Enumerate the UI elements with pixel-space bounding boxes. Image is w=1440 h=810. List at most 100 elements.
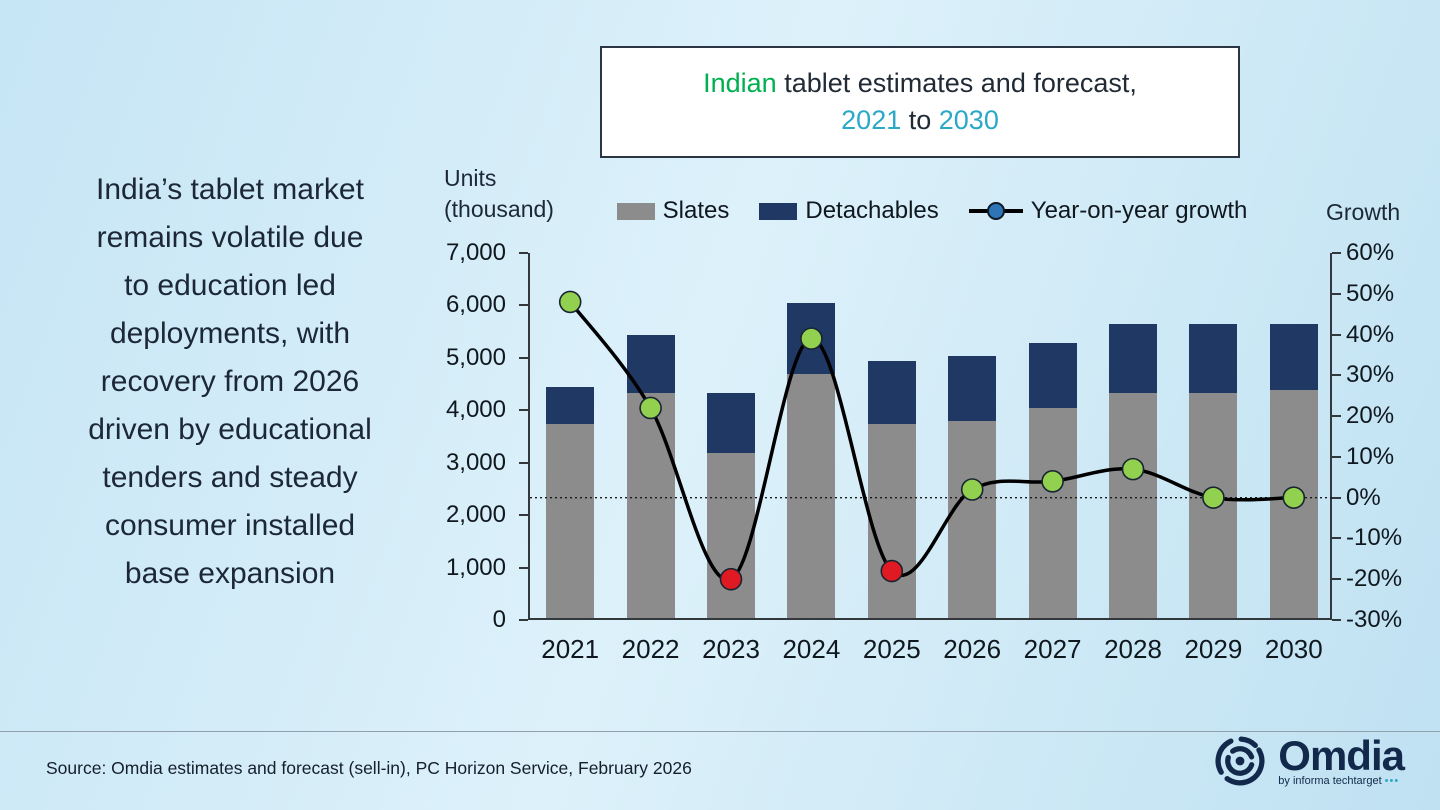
legend-label-detachables: Detachables xyxy=(805,197,939,224)
legend-item-growth: Year-on-year growth xyxy=(968,197,1248,225)
growth-line-layer xyxy=(530,290,1334,591)
omdia-logo: Omdia by informa techtarget ••• xyxy=(1212,732,1405,789)
right-axis-tick-label: -30% xyxy=(1346,606,1403,633)
omdia-logo-tagline: by informa techtarget ••• xyxy=(1278,775,1404,787)
right-axis-tick-label: 20% xyxy=(1346,402,1395,430)
right-axis-tick xyxy=(1332,415,1341,418)
omdia-logo-icon xyxy=(1215,736,1265,786)
omdia-logo-text-wrap: Omdia by informa techtarget ••• xyxy=(1278,732,1405,788)
left-axis-tick-label: 7,000 xyxy=(445,239,506,266)
left-axis-tick-label: 1,000 xyxy=(445,553,506,581)
chart-title-box: Indian tablet estimates and forecast, 20… xyxy=(600,46,1240,158)
title-line1-rest: tablet estimates and forecast, xyxy=(776,68,1137,98)
bar-detachables-2028 xyxy=(1109,324,1157,393)
bar-slates-2026 xyxy=(948,421,997,618)
right-axis-tick-label: 60% xyxy=(1346,239,1395,266)
right-axis-tick-label: 0% xyxy=(1346,483,1381,511)
left-axis-tick xyxy=(519,409,528,412)
legend-label-growth: Year-on-year growth xyxy=(1030,197,1248,224)
title-accent-indian: Indian xyxy=(703,68,777,98)
bar-detachables-2030 xyxy=(1269,324,1318,390)
x-axis-label-2029: 2029 xyxy=(1184,634,1243,664)
right-axis-tick xyxy=(1332,252,1341,254)
x-axis-label-2026: 2026 xyxy=(943,634,1002,664)
bar-slates-2022 xyxy=(626,392,675,618)
right-axis-tick-label: 50% xyxy=(1346,279,1395,307)
growth-marker-2030 xyxy=(1282,486,1306,509)
left-axis-tick xyxy=(519,252,528,254)
bar-detachables-2023 xyxy=(707,392,755,453)
title-connector: to xyxy=(901,105,939,135)
growth-marker-2023 xyxy=(719,567,743,591)
legend-label-slates: Slates xyxy=(662,197,730,224)
growth-marker-2025 xyxy=(880,559,904,583)
right-axis-tick xyxy=(1332,292,1341,295)
right-axis-tick-label: -10% xyxy=(1346,524,1403,552)
right-axis-tick-label: 10% xyxy=(1346,442,1395,470)
growth-line xyxy=(568,300,1294,582)
left-axis-tick xyxy=(519,619,528,621)
chart-title-line-2: 2021 to 2030 xyxy=(841,102,999,139)
growth-marker-2021 xyxy=(558,290,582,314)
legend-item-detachables: Detachables xyxy=(759,197,939,225)
bar-detachables-2029 xyxy=(1189,324,1238,393)
logo-tagline-text: by informa techtarget xyxy=(1278,775,1382,787)
left-axis-tick xyxy=(519,356,528,359)
bar-slates-2024 xyxy=(787,374,836,618)
left-axis-tick xyxy=(519,304,528,307)
left-axis-tick-label: 5,000 xyxy=(445,343,506,371)
growth-line-marker-icon xyxy=(968,202,1023,220)
left-axis-tick-label: 0 xyxy=(492,606,506,633)
x-axis-label-2023: 2023 xyxy=(702,634,760,664)
x-axis-label-2030: 2030 xyxy=(1264,634,1323,664)
growth-marker-2024 xyxy=(800,327,823,350)
left-axis-tick-label: 4,000 xyxy=(445,396,506,424)
right-axis-tick-label: -20% xyxy=(1346,565,1403,593)
right-axis-tick xyxy=(1332,333,1341,336)
x-axis-label-2027: 2027 xyxy=(1023,634,1082,664)
x-axis-label-2021: 2021 xyxy=(541,634,600,664)
slates-swatch-icon xyxy=(616,202,655,220)
chart-legend: Slates Detachables Year-on-year growth xyxy=(530,197,1334,225)
right-axis-tick-label: 30% xyxy=(1346,361,1395,389)
right-axis-title: Growth xyxy=(1326,199,1401,225)
growth-dot-icon xyxy=(986,202,1005,220)
source-text: Source: Omdia estimates and forecast (se… xyxy=(46,758,692,778)
bar-slates-2021 xyxy=(546,424,595,618)
left-axis-tick-label: 2,000 xyxy=(445,501,506,529)
left-axis-tick xyxy=(519,461,528,464)
bar-detachables-2026 xyxy=(948,355,997,422)
bar-slates-2027 xyxy=(1028,408,1077,618)
right-axis-tick xyxy=(1332,537,1341,540)
left-axis-tick xyxy=(519,514,528,517)
bar-detachables-2025 xyxy=(867,361,916,425)
growth-marker-2028 xyxy=(1121,457,1145,481)
x-axis-label-2028: 2028 xyxy=(1104,634,1162,664)
x-axis-label-2025: 2025 xyxy=(862,634,921,664)
right-axis-tick xyxy=(1332,496,1341,499)
legend-item-slates: Slates xyxy=(616,197,730,225)
x-axis-label-2022: 2022 xyxy=(621,634,680,664)
x-axis-label-2024: 2024 xyxy=(782,634,841,664)
detachables-swatch-icon xyxy=(759,202,798,220)
bar-detachables-2021 xyxy=(546,387,595,425)
title-year-start: 2021 xyxy=(841,105,902,135)
right-axis-tick xyxy=(1332,374,1341,377)
right-axis-tick-label: 40% xyxy=(1346,320,1395,348)
title-year-end: 2030 xyxy=(938,105,999,135)
bar-slates-2028 xyxy=(1109,392,1157,618)
logo-tagline-dots: ••• xyxy=(1384,775,1400,787)
right-axis-tick xyxy=(1332,578,1341,581)
left-axis-title: Units (thousand) xyxy=(444,165,554,222)
plot-area: 0 1,000 2,000 3,000 4,000 5,000 6,000 7,000 -30%… xyxy=(446,239,1402,664)
growth-marker-2026 xyxy=(960,478,984,501)
omdia-logo-text: Omdia xyxy=(1278,732,1405,779)
bar-detachables-2027 xyxy=(1028,342,1077,409)
growth-marker-2029 xyxy=(1202,486,1225,509)
bar-slates-2025 xyxy=(867,424,916,618)
left-axis-tick-label: 3,000 xyxy=(445,448,506,476)
left-axis-tick xyxy=(519,566,528,569)
chart-title-line-1: Indian tablet estimates and forecast, xyxy=(703,65,1137,102)
growth-marker-2027 xyxy=(1041,470,1064,493)
insight-text: India’s tablet market remains volatile d… xyxy=(88,173,372,590)
